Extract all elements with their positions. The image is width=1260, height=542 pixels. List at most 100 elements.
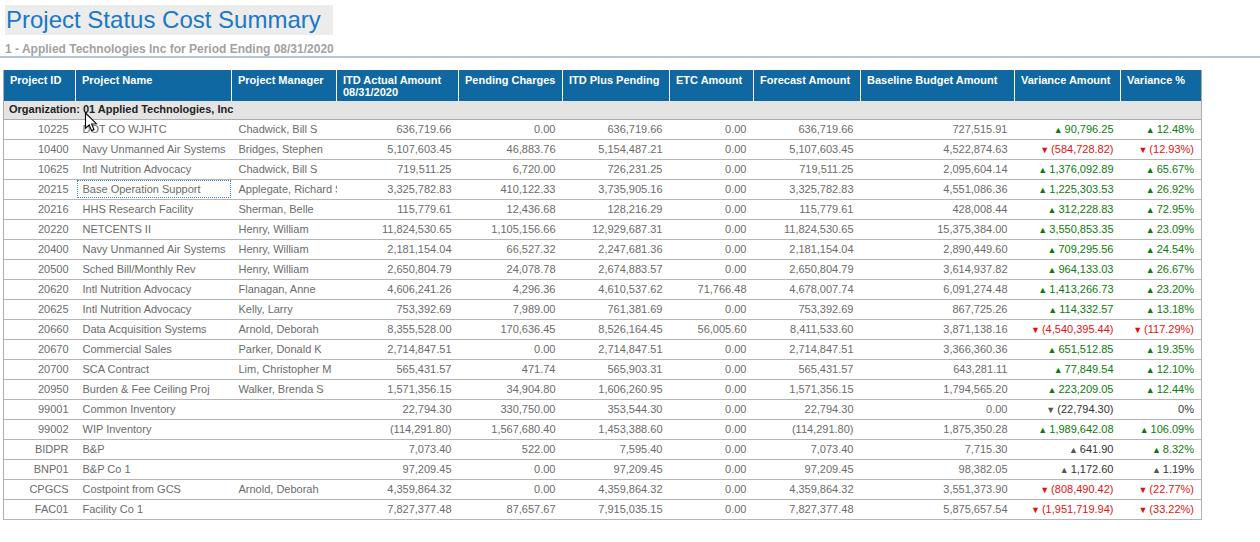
cell-baseline-budget-amount[interactable]: 867,725.26 [861, 299, 1015, 319]
cell-pending-charges[interactable]: 87,657.67 [459, 499, 563, 519]
cell-itd-actual-amount[interactable]: 7,073.40 [337, 439, 459, 459]
cell-project-manager[interactable]: Henry, William [232, 239, 337, 259]
cell-pending-charges[interactable]: 0.00 [459, 459, 563, 479]
cell-project-id[interactable]: 10400 [4, 139, 76, 159]
cell-etc-amount[interactable]: 0.00 [670, 219, 754, 239]
cell-itd-plus-pending[interactable]: 1,453,388.60 [563, 419, 670, 439]
cell-itd-actual-amount[interactable]: 753,392.69 [337, 299, 459, 319]
cell-project-name[interactable]: NETCENTS II [76, 219, 232, 239]
cell-itd-actual-amount[interactable]: 636,719.66 [337, 119, 459, 139]
cell-project-name[interactable]: DOT CO WJHTC [76, 119, 232, 139]
cell-etc-amount[interactable]: 0.00 [670, 399, 754, 419]
cell-forecast-amount[interactable]: 2,714,847.51 [754, 339, 861, 359]
cell-project-manager[interactable] [232, 399, 337, 419]
cell-etc-amount[interactable]: 0.00 [670, 259, 754, 279]
cell-etc-amount[interactable]: 0.00 [670, 159, 754, 179]
cell-itd-actual-amount[interactable]: 97,209.45 [337, 459, 459, 479]
cell-project-manager[interactable] [232, 419, 337, 439]
cell-itd-actual-amount[interactable]: 5,107,603.45 [337, 139, 459, 159]
cell-itd-plus-pending[interactable]: 761,381.69 [563, 299, 670, 319]
cell-project-manager[interactable]: Parker, Donald K [232, 339, 337, 359]
cell-etc-amount[interactable]: 0.00 [670, 359, 754, 379]
cell-variance-pct[interactable]: ▲65.67% [1121, 159, 1202, 179]
cell-baseline-budget-amount[interactable]: 643,281.11 [861, 359, 1015, 379]
cell-itd-plus-pending[interactable]: 4,359,864.32 [563, 479, 670, 499]
cell-pending-charges[interactable]: 330,750.00 [459, 399, 563, 419]
cell-baseline-budget-amount[interactable]: 4,551,086.36 [861, 179, 1015, 199]
cell-project-name[interactable]: Intl Nutrition Advocacy [76, 299, 232, 319]
cell-variance-amount[interactable]: ▼(1,951,719.94) [1015, 499, 1121, 519]
cell-baseline-budget-amount[interactable]: 2,095,604.14 [861, 159, 1015, 179]
cell-project-name[interactable]: WIP Inventory [76, 419, 232, 439]
cell-baseline-budget-amount[interactable]: 3,551,373.90 [861, 479, 1015, 499]
cell-project-id[interactable]: 10225 [4, 119, 76, 139]
cell-itd-plus-pending[interactable]: 2,247,681.36 [563, 239, 670, 259]
cell-baseline-budget-amount[interactable]: 98,382.05 [861, 459, 1015, 479]
cell-forecast-amount[interactable]: 2,650,804.79 [754, 259, 861, 279]
cell-variance-amount[interactable]: ▲1,989,642.08 [1015, 419, 1121, 439]
cell-etc-amount[interactable]: 0.00 [670, 179, 754, 199]
cell-baseline-budget-amount[interactable]: 3,366,360.36 [861, 339, 1015, 359]
cell-forecast-amount[interactable]: 7,827,377.48 [754, 499, 861, 519]
cell-variance-amount[interactable]: ▲114,332.57 [1015, 299, 1121, 319]
cell-itd-plus-pending[interactable]: 1,606,260.95 [563, 379, 670, 399]
cell-itd-plus-pending[interactable]: 7,915,035.15 [563, 499, 670, 519]
cell-variance-pct[interactable]: ▲26.92% [1121, 179, 1202, 199]
cell-project-manager[interactable] [232, 499, 337, 519]
cell-variance-pct[interactable]: 0% [1121, 399, 1202, 419]
cell-itd-plus-pending[interactable]: 8,526,164.45 [563, 319, 670, 339]
cell-baseline-budget-amount[interactable]: 4,522,874.63 [861, 139, 1015, 159]
cell-project-name[interactable]: Common Inventory [76, 399, 232, 419]
cell-forecast-amount[interactable]: 4,678,007.74 [754, 279, 861, 299]
cell-variance-amount[interactable]: ▲641.90 [1015, 439, 1121, 459]
cell-variance-amount[interactable]: ▼(4,540,395.44) [1015, 319, 1121, 339]
cell-variance-pct[interactable]: ▲12.44% [1121, 379, 1202, 399]
cell-variance-pct[interactable]: ▼(33.22%) [1121, 499, 1202, 519]
cell-pending-charges[interactable]: 410,122.33 [459, 179, 563, 199]
cell-variance-amount[interactable]: ▲1,172.60 [1015, 459, 1121, 479]
cell-itd-actual-amount[interactable]: 2,714,847.51 [337, 339, 459, 359]
cell-etc-amount[interactable]: 0.00 [670, 139, 754, 159]
cell-etc-amount[interactable]: 71,766.48 [670, 279, 754, 299]
cell-forecast-amount[interactable]: 115,779.61 [754, 199, 861, 219]
cell-project-id[interactable]: 20700 [4, 359, 76, 379]
cell-itd-plus-pending[interactable]: 7,595.40 [563, 439, 670, 459]
cell-itd-plus-pending[interactable]: 12,929,687.31 [563, 219, 670, 239]
cell-project-manager[interactable]: Chadwick, Bill S [232, 119, 337, 139]
cell-variance-pct[interactable]: ▲23.09% [1121, 219, 1202, 239]
cell-itd-actual-amount[interactable]: 719,511.25 [337, 159, 459, 179]
cell-itd-plus-pending[interactable]: 2,674,883.57 [563, 259, 670, 279]
cell-baseline-budget-amount[interactable]: 7,715.30 [861, 439, 1015, 459]
cell-forecast-amount[interactable]: 22,794.30 [754, 399, 861, 419]
cell-itd-actual-amount[interactable]: 7,827,377.48 [337, 499, 459, 519]
cell-itd-actual-amount[interactable]: 4,606,241.26 [337, 279, 459, 299]
cell-forecast-amount[interactable]: 565,431.57 [754, 359, 861, 379]
cell-project-id[interactable]: 20220 [4, 219, 76, 239]
cell-baseline-budget-amount[interactable]: 1,794,565.20 [861, 379, 1015, 399]
cell-itd-actual-amount[interactable]: 115,779.61 [337, 199, 459, 219]
cell-variance-amount[interactable]: ▲709,295.56 [1015, 239, 1121, 259]
cell-project-id[interactable]: 20660 [4, 319, 76, 339]
cell-variance-amount[interactable]: ▲312,228.83 [1015, 199, 1121, 219]
cell-pending-charges[interactable]: 34,904.80 [459, 379, 563, 399]
cell-pending-charges[interactable]: 0.00 [459, 479, 563, 499]
cell-project-name[interactable]: B&P Co 1 [76, 459, 232, 479]
cell-project-id[interactable]: FAC01 [4, 499, 76, 519]
cell-project-name[interactable]: Burden & Fee Ceiling Proj [76, 379, 232, 399]
cell-itd-plus-pending[interactable]: 2,714,847.51 [563, 339, 670, 359]
cell-variance-amount[interactable]: ▼(584,728.82) [1015, 139, 1121, 159]
cell-project-manager[interactable]: Bridges, Stephen [232, 139, 337, 159]
cell-project-name[interactable]: Base Operation Support [76, 179, 232, 199]
cell-forecast-amount[interactable]: 4,359,864.32 [754, 479, 861, 499]
cell-pending-charges[interactable]: 1,105,156.66 [459, 219, 563, 239]
cell-baseline-budget-amount[interactable]: 3,614,937.82 [861, 259, 1015, 279]
cell-pending-charges[interactable]: 0.00 [459, 339, 563, 359]
cell-itd-plus-pending[interactable]: 353,544.30 [563, 399, 670, 419]
cell-itd-plus-pending[interactable]: 4,610,537.62 [563, 279, 670, 299]
cell-variance-pct[interactable]: ▲26.67% [1121, 259, 1202, 279]
cell-etc-amount[interactable]: 0.00 [670, 199, 754, 219]
cell-itd-plus-pending[interactable]: 3,735,905.16 [563, 179, 670, 199]
cell-variance-pct[interactable]: ▼(12.93%) [1121, 139, 1202, 159]
cell-project-manager[interactable]: Applegate, Richard S [232, 179, 337, 199]
cell-forecast-amount[interactable]: 3,325,782.83 [754, 179, 861, 199]
